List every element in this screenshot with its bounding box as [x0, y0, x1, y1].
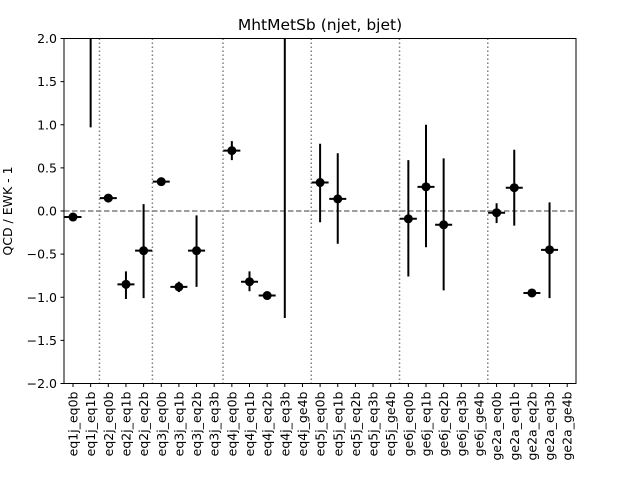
chart-title: MhtMetSb (njet, bjet)	[238, 16, 402, 34]
data-point	[68, 212, 78, 222]
data-point	[439, 220, 449, 230]
data-point	[103, 193, 113, 203]
data-point	[492, 208, 502, 218]
x-tick-label: ge6j_eq3b	[454, 391, 469, 456]
x-tick-label: ge2a_ge4b	[560, 391, 575, 460]
x-tick-label: ge2a_eq0b	[489, 391, 504, 460]
y-axis-label: QCD / EWK - 1	[0, 166, 15, 255]
x-tick-label: ge2a_eq1b	[507, 391, 522, 460]
x-tick-label: ge6j_eq2b	[436, 391, 451, 456]
y-tick-label: 0.0	[37, 204, 57, 219]
data-point	[174, 282, 184, 292]
data-point	[121, 279, 131, 289]
x-tick-label: eq3j_eq1b	[171, 391, 186, 456]
x-tick-label: eq3j_eq2b	[189, 391, 204, 456]
y-tick-label: 0.5	[37, 160, 57, 175]
y-tick-label: 1.5	[37, 74, 57, 89]
data-point	[262, 291, 272, 301]
x-tick-label: eq4j_eq2b	[260, 391, 275, 456]
data-point	[527, 288, 537, 298]
y-tick-label: −1.0	[27, 290, 57, 305]
data-point	[139, 246, 149, 256]
x-tick-label: eq5j_eq2b	[348, 391, 363, 456]
y-tick-label: −0.5	[27, 247, 57, 262]
data-marks	[64, 38, 559, 318]
y-tick-label: −1.5	[27, 333, 57, 348]
y-tick-label: 1.0	[37, 117, 57, 132]
plot-frame	[63, 38, 577, 384]
x-tick-label: ge6j_eq1b	[419, 391, 434, 456]
data-point	[156, 177, 166, 187]
x-tick-label: eq4j_eq3b	[277, 391, 292, 456]
x-tick-label: ge2a_eq3b	[542, 391, 557, 460]
x-tick-label: eq4j_eq0b	[224, 391, 239, 456]
x-tick-label: ge6j_eq0b	[401, 391, 416, 456]
x-tick-label: eq2j_eq2b	[136, 391, 151, 456]
data-point	[245, 277, 254, 287]
x-tick-label: eq5j_ge4b	[383, 391, 398, 456]
data-point	[403, 214, 413, 224]
x-tick-label: eq2j_eq1b	[118, 391, 133, 456]
x-tick-label: eq3j_eq0b	[154, 391, 169, 456]
data-point	[192, 246, 202, 256]
data-point	[227, 146, 237, 156]
x-tick-label: eq5j_eq1b	[330, 391, 345, 456]
x-tick-label: eq4j_ge4b	[295, 391, 310, 456]
y-tick-label: −2.0	[27, 376, 57, 391]
plot-area: −2.0 −1.5 −1.0 −0.5 0.0 0.5 1.0 1.5 2.0 eq1j_eq0b…	[27, 31, 576, 461]
data-point	[509, 183, 519, 193]
data-point	[315, 178, 325, 188]
x-tick-label: eq4j_eq1b	[242, 391, 257, 456]
y-tick-label: 2.0	[37, 31, 57, 46]
x-tick-label: eq2j_eq0b	[101, 391, 116, 456]
data-point	[333, 194, 343, 204]
x-tick-label: eq5j_eq0b	[313, 391, 328, 456]
x-tick-label: ge6j_ge4b	[471, 391, 486, 456]
data-point	[545, 245, 555, 255]
x-tick-label: eq1j_eq0b	[66, 391, 81, 456]
data-point	[421, 182, 431, 192]
x-tick-label: eq3j_eq3b	[207, 391, 222, 456]
x-tick-label: eq1j_eq1b	[83, 391, 98, 456]
x-tick-label: ge2a_eq2b	[524, 391, 539, 460]
x-tick-label: eq5j_eq3b	[366, 391, 381, 456]
